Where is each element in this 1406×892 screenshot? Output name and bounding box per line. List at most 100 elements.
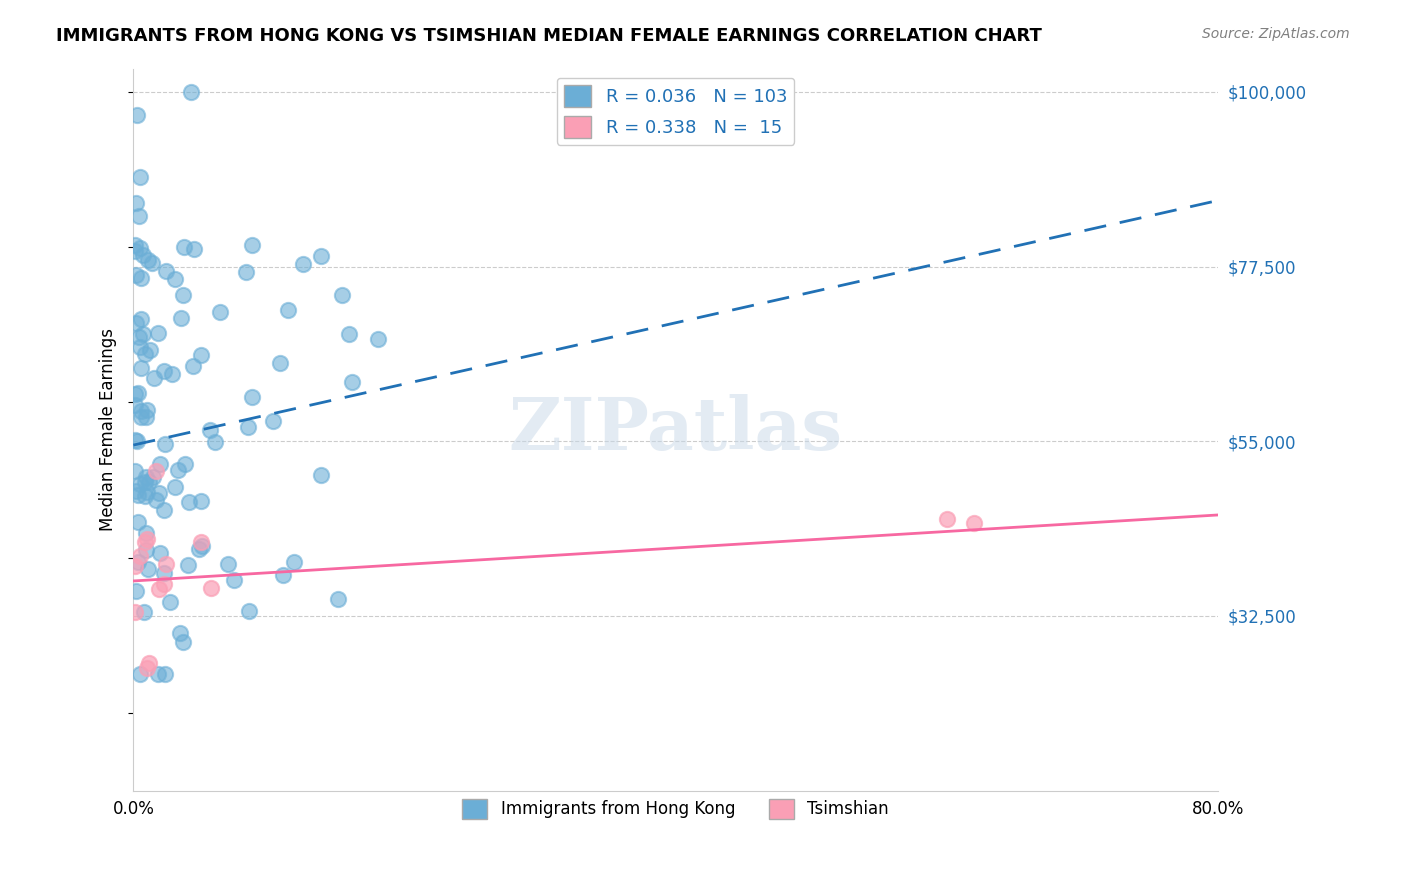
- Point: [200, 582, 222, 596]
- Point: [135, 485, 157, 500]
- Point: [152, 566, 174, 580]
- Point: [174, 458, 197, 472]
- Point: [132, 605, 155, 619]
- Point: [236, 420, 259, 434]
- Point: [269, 356, 291, 370]
- Point: [134, 475, 156, 489]
- Point: [337, 326, 360, 341]
- Y-axis label: Median Female Earnings: Median Female Earnings: [100, 328, 117, 531]
- Text: Source: ZipAtlas.com: Source: ZipAtlas.com: [1202, 27, 1350, 41]
- Point: [148, 326, 170, 340]
- Point: [136, 532, 159, 546]
- Point: [235, 265, 257, 279]
- Point: [128, 330, 150, 344]
- Point: [143, 371, 166, 385]
- Point: [124, 605, 146, 619]
- Point: [125, 434, 148, 448]
- Point: [153, 364, 176, 378]
- Point: [224, 573, 246, 587]
- Point: [134, 347, 156, 361]
- Point: [129, 312, 152, 326]
- Point: [155, 557, 177, 571]
- Point: [153, 437, 176, 451]
- Point: [145, 464, 167, 478]
- Point: [153, 577, 176, 591]
- Point: [155, 667, 177, 681]
- Point: [179, 494, 201, 508]
- Point: [149, 457, 172, 471]
- Text: IMMIGRANTS FROM HONG KONG VS TSIMSHIAN MEDIAN FEMALE EARNINGS CORRELATION CHART: IMMIGRANTS FROM HONG KONG VS TSIMSHIAN M…: [56, 27, 1042, 45]
- Point: [124, 584, 146, 599]
- Point: [240, 237, 263, 252]
- Point: [177, 558, 200, 572]
- Point: [153, 503, 176, 517]
- Point: [198, 424, 221, 438]
- Point: [169, 625, 191, 640]
- Point: [142, 470, 165, 484]
- Point: [135, 409, 157, 424]
- Point: [190, 348, 212, 362]
- Point: [128, 667, 150, 681]
- Point: [141, 256, 163, 270]
- Point: [162, 368, 184, 382]
- Point: [127, 488, 149, 502]
- Point: [132, 326, 155, 341]
- Point: [172, 635, 194, 649]
- Point: [125, 195, 148, 210]
- Point: [204, 435, 226, 450]
- Point: [129, 360, 152, 375]
- Point: [238, 604, 260, 618]
- Point: [367, 332, 389, 346]
- Point: [240, 390, 263, 404]
- Point: [155, 264, 177, 278]
- Point: [190, 535, 212, 549]
- Point: [149, 546, 172, 560]
- Point: [127, 555, 149, 569]
- Point: [163, 479, 186, 493]
- Point: [129, 241, 152, 255]
- Point: [330, 287, 353, 301]
- Point: [292, 257, 315, 271]
- Legend: Immigrants from Hong Kong, Tsimshian: Immigrants from Hong Kong, Tsimshian: [456, 792, 896, 826]
- Point: [148, 485, 170, 500]
- Point: [963, 516, 986, 530]
- Point: [173, 239, 195, 253]
- Point: [180, 85, 202, 99]
- Point: [139, 343, 162, 358]
- Point: [208, 305, 231, 319]
- Point: [128, 549, 150, 563]
- Point: [135, 470, 157, 484]
- Point: [135, 526, 157, 541]
- Point: [183, 243, 205, 257]
- Point: [138, 475, 160, 489]
- Point: [165, 272, 187, 286]
- Point: [124, 398, 146, 412]
- Point: [135, 542, 157, 557]
- Point: [271, 567, 294, 582]
- Point: [124, 464, 146, 478]
- Point: [283, 556, 305, 570]
- Point: [146, 667, 169, 681]
- Point: [129, 170, 152, 185]
- Point: [124, 558, 146, 573]
- Point: [131, 271, 153, 285]
- Point: [127, 385, 149, 400]
- Point: [134, 490, 156, 504]
- Point: [124, 238, 146, 252]
- Point: [136, 661, 159, 675]
- Point: [181, 359, 204, 374]
- Point: [127, 108, 149, 122]
- Point: [124, 316, 146, 330]
- Point: [138, 657, 160, 671]
- Point: [309, 249, 332, 263]
- Point: [125, 268, 148, 282]
- Point: [128, 209, 150, 223]
- Point: [145, 493, 167, 508]
- Point: [138, 252, 160, 267]
- Text: ZIPatlas: ZIPatlas: [509, 394, 842, 465]
- Point: [129, 404, 152, 418]
- Point: [125, 484, 148, 499]
- Point: [935, 512, 957, 526]
- Point: [131, 409, 153, 424]
- Point: [132, 248, 155, 262]
